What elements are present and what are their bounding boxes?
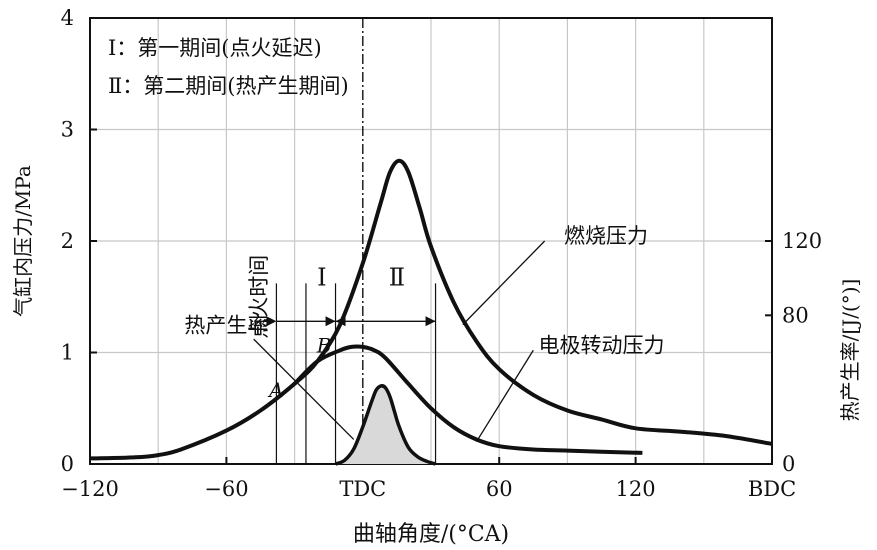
y-right-tick-label: 120: [782, 229, 822, 253]
leader-motoring-pressure: [475, 349, 534, 443]
series-heat-release-rate: [334, 384, 437, 466]
motoring-pressure-label: 电极转动压力: [539, 334, 665, 358]
leader-heat-release: [253, 338, 355, 440]
x-tick-label: 60: [486, 477, 513, 501]
x-tick-label: TDC: [339, 477, 386, 501]
point-b-label: B: [316, 334, 332, 358]
x-axis-label: 曲轴角度/(°CA): [353, 522, 509, 547]
ignition-arrowhead: [266, 316, 277, 327]
period-two-arrowhead-right: [425, 316, 436, 327]
heat-release-fill: [335, 385, 436, 464]
period-two-arrowhead-left: [335, 316, 346, 327]
legend-line-2: Ⅱ：第二期间(热产生期间): [108, 74, 349, 98]
period-one-arrowhead: [325, 316, 336, 327]
y-left-tick-label: 0: [61, 452, 74, 476]
period-two-label: Ⅱ: [389, 264, 405, 292]
x-tick-label: 120: [616, 477, 656, 501]
heat-release-rate-label: 热产生率: [184, 313, 268, 337]
period-markers: [254, 283, 437, 464]
combustion-pressure-label: 燃烧压力: [564, 224, 648, 248]
y-right-tick-label: 0: [782, 452, 795, 476]
period-one-label: Ⅰ: [317, 264, 326, 292]
legend-line-1: Ⅰ：第一期间(点火延迟): [108, 36, 322, 60]
y-left-tick-label: 3: [61, 118, 74, 142]
series-combustion-pressure: [89, 158, 773, 461]
grid-lines: [90, 18, 772, 464]
y-right-tick-label: 80: [782, 303, 809, 327]
y-axis-right-label: 热产生率/[J/(°)]: [838, 279, 862, 422]
series-motoring-pressure: [293, 344, 643, 455]
legend: Ⅰ：第一期间(点火延迟) Ⅱ：第二期间(热产生期间): [108, 36, 349, 98]
point-a-label: A: [267, 378, 283, 402]
y-left-tick-label: 2: [61, 229, 74, 253]
x-tick-label: −120: [61, 477, 119, 501]
leader-combustion-pressure: [462, 240, 546, 326]
x-tick-label: −60: [204, 477, 248, 501]
y-left-tick-label: 1: [61, 341, 74, 365]
ignition-timing-label: 点火时间: [247, 255, 271, 339]
y-axis-left-label: 气缸内压力/MPa: [11, 165, 35, 317]
x-tick-label: BDC: [748, 477, 796, 501]
annotation-leaders: [253, 240, 546, 443]
y-left-tick-label: 4: [61, 6, 74, 30]
